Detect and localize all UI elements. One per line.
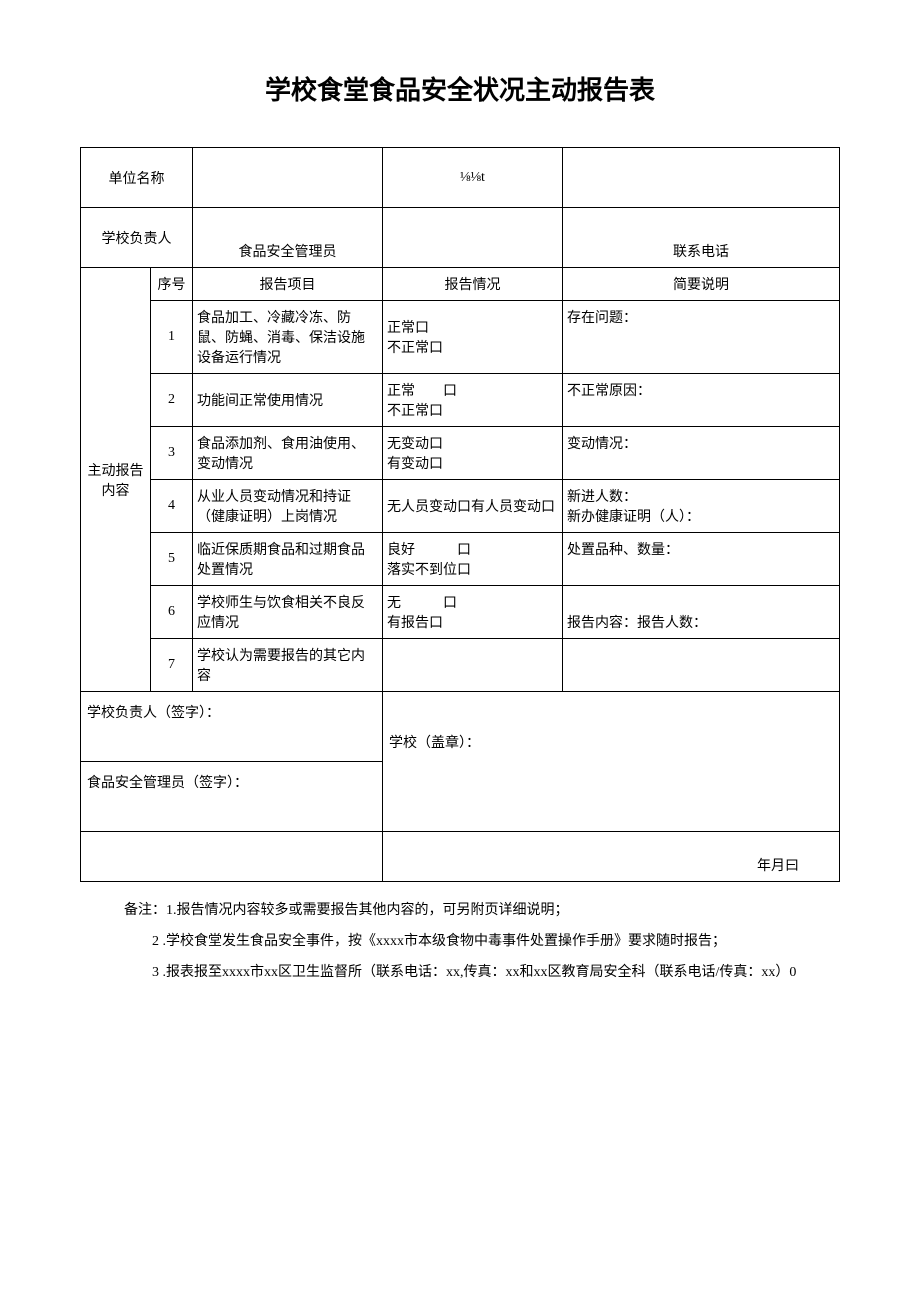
row-seq: 2 xyxy=(151,374,193,427)
address-label: ⅛⅛t xyxy=(383,148,563,208)
phone-label: 联系电话 xyxy=(563,208,840,268)
notes-block: 备注：1.报告情况内容较多或需要报告其他内容的，可另附页详细说明； 2 .学校食… xyxy=(80,896,840,988)
note-1: 备注：1.报告情况内容较多或需要报告其他内容的，可另附页详细说明； xyxy=(124,896,840,927)
row-status: 良好 口 落实不到位口 xyxy=(383,533,563,586)
col-status: 报告情况 xyxy=(383,268,563,301)
col-seq: 序号 xyxy=(151,268,193,301)
row-note: 新进人数： 新办健康证明（人）： xyxy=(563,480,840,533)
unit-name-value xyxy=(193,148,383,208)
blank-cell xyxy=(81,832,383,882)
row-seq: 5 xyxy=(151,533,193,586)
row-note: 处置品种、数量： xyxy=(563,533,840,586)
col-note: 简要说明 xyxy=(563,268,840,301)
row-item: 学校师生与饮食相关不良反应情况 xyxy=(193,586,383,639)
address-value xyxy=(563,148,840,208)
row-item: 临近保质期食品和过期食品处置情况 xyxy=(193,533,383,586)
row-seq: 6 xyxy=(151,586,193,639)
row-note: 报告内容：报告人数： xyxy=(563,586,840,639)
row-status: 无变动口 有变动口 xyxy=(383,427,563,480)
row-item: 食品加工、冷藏冷冻、防鼠、防蝇、消毒、保洁设施设备运行情况 xyxy=(193,301,383,374)
row-item: 功能间正常使用情况 xyxy=(193,374,383,427)
manager-sign: 食品安全管理员（签字）： xyxy=(81,762,383,832)
row-seq: 1 xyxy=(151,301,193,374)
row-status: 无人员变动口有人员变动口 xyxy=(383,480,563,533)
row-item: 食品添加剂、食用油使用、变动情况 xyxy=(193,427,383,480)
principal-label: 学校负责人 xyxy=(81,208,193,268)
row-note: 变动情况： xyxy=(563,427,840,480)
page-title: 学校食堂食品安全状况主动报告表 xyxy=(80,70,840,107)
note-3: 3 .报表报至xxxx市xx区卫生监督所（联系电话：xx,传真：xx和xx区教育… xyxy=(124,958,840,989)
col-item: 报告项目 xyxy=(193,268,383,301)
row-seq: 7 xyxy=(151,639,193,692)
school-seal: 学校（盖章）： xyxy=(383,692,840,832)
row-item: 从业人员变动情况和持证（健康证明）上岗情况 xyxy=(193,480,383,533)
row-seq: 4 xyxy=(151,480,193,533)
date-cell: 年月曰 xyxy=(383,832,840,882)
row-status: 正常 口 不正常口 xyxy=(383,374,563,427)
row-status xyxy=(383,639,563,692)
principal-sign: 学校负责人（签字）： xyxy=(81,692,383,762)
note-2: 2 .学校食堂发生食品安全事件，按《xxxx市本级食物中毒事件处置操作手册》要求… xyxy=(124,927,840,958)
report-table: 单位名称 ⅛⅛t 学校负责人 食品安全管理员 联系电话 主动报告内容 序号 报告… xyxy=(80,147,840,882)
manager-value xyxy=(383,208,563,268)
row-seq: 3 xyxy=(151,427,193,480)
section-label: 主动报告内容 xyxy=(81,268,151,692)
row-note: 不正常原因： xyxy=(563,374,840,427)
row-note xyxy=(563,639,840,692)
row-note: 存在问题： xyxy=(563,301,840,374)
row-status: 正常口 不正常口 xyxy=(383,301,563,374)
row-status: 无 口 有报告口 xyxy=(383,586,563,639)
unit-name-label: 单位名称 xyxy=(81,148,193,208)
manager-label: 食品安全管理员 xyxy=(193,208,383,268)
row-item: 学校认为需要报告的其它内容 xyxy=(193,639,383,692)
